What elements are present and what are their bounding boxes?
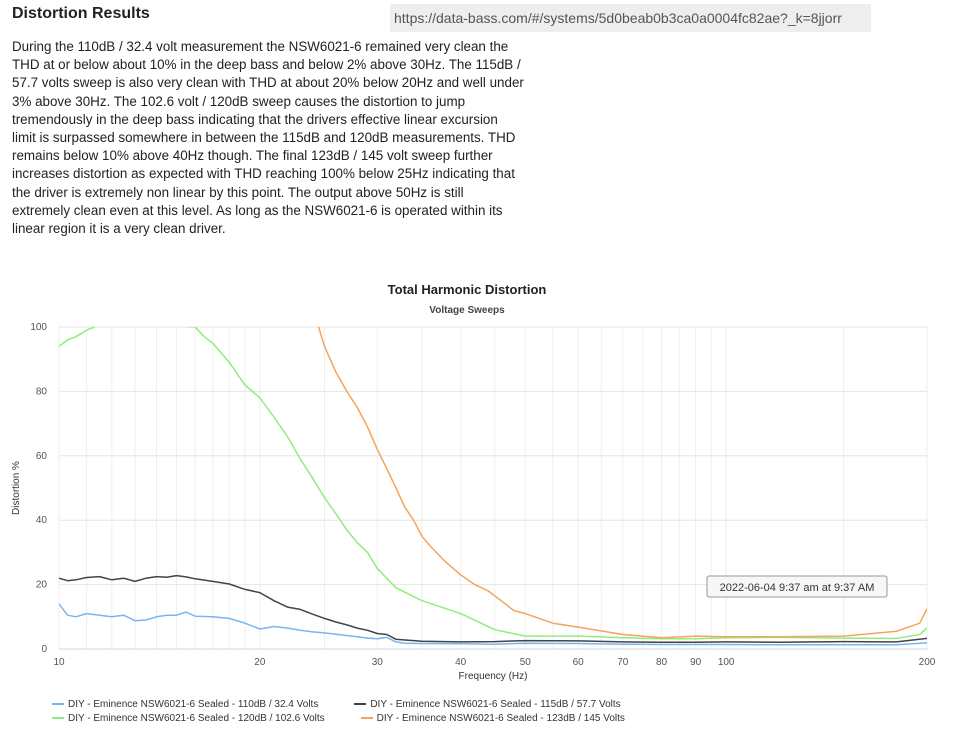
- x-tick-label: 40: [455, 657, 467, 668]
- legend-label: DIY - Eminence NSW6021-6 Sealed - 115dB …: [370, 699, 621, 710]
- plot-area-border: [58, 326, 928, 650]
- x-axis-label: Frequency (Hz): [459, 671, 528, 682]
- legend-item-3[interactable]: DIY - Eminence NSW6021-6 Sealed - 120dB …: [52, 712, 325, 726]
- legend-item-4[interactable]: DIY - Eminence NSW6021-6 Sealed - 123dB …: [360, 712, 625, 726]
- x-tick-label: 50: [520, 657, 532, 668]
- tooltip: 2022-06-04 9:37 am at 9:37 AM: [706, 575, 888, 598]
- legend-label: DIY - Eminence NSW6021-6 Sealed - 120dB …: [68, 713, 325, 724]
- x-tick-label: 30: [372, 657, 384, 668]
- section-title: Distortion Results: [12, 5, 150, 22]
- thd-chart: Total Harmonic Distortion Voltage Sweeps…: [11, 282, 936, 682]
- x-tick-label: 20: [254, 657, 266, 668]
- results-description: During the 110dB / 32.4 volt measurement…: [12, 39, 524, 237]
- series-line-1[interactable]: [59, 603, 927, 646]
- y-tick-label: 60: [36, 451, 48, 462]
- legend-swatch: [354, 703, 367, 706]
- legend-item-2[interactable]: DIY - Eminence NSW6021-6 Sealed - 115dB …: [354, 698, 621, 712]
- y-tick-label: 40: [36, 515, 48, 526]
- chart-title: Total Harmonic Distortion: [388, 282, 547, 297]
- x-tick-label: 80: [656, 657, 668, 668]
- y-tick-label: 0: [41, 644, 47, 655]
- x-tick-label: 60: [573, 657, 585, 668]
- chart-subtitle: Voltage Sweeps: [429, 305, 505, 316]
- url-bar[interactable]: https://data-bass.com/#/systems/5d0beab0…: [390, 4, 871, 32]
- y-axis-label: Distortion %: [11, 461, 22, 515]
- legend-swatch: [52, 703, 64, 706]
- tooltip-text: 2022-06-04 9:37 am at 9:37 AM: [720, 582, 875, 594]
- chart-legend: DIY - Eminence NSW6021-6 Sealed - 110dB …: [52, 698, 952, 726]
- legend-swatch: [52, 717, 64, 720]
- legend-label: DIY - Eminence NSW6021-6 Sealed - 123dB …: [376, 713, 625, 724]
- series-line-4[interactable]: [313, 311, 927, 639]
- series-line-3[interactable]: [59, 321, 927, 640]
- legend-item-1[interactable]: DIY - Eminence NSW6021-6 Sealed - 110dB …: [52, 698, 318, 712]
- y-tick-label: 20: [36, 580, 48, 591]
- x-axis-ticks: 10 20 30 40 50 60 70 80 90 100 200: [53, 657, 935, 668]
- series-lines: [59, 311, 927, 646]
- legend-label: DIY - Eminence NSW6021-6 Sealed - 110dB …: [68, 699, 319, 710]
- y-tick-label: 80: [36, 386, 48, 397]
- x-tick-label: 70: [617, 657, 629, 668]
- series-line-2[interactable]: [59, 574, 927, 643]
- y-axis-ticks: 0 20 40 60 80 100: [30, 322, 47, 655]
- x-tick-label: 90: [690, 657, 702, 668]
- legend-swatch: [360, 717, 373, 720]
- x-tick-label: 200: [919, 657, 936, 668]
- y-tick-label: 100: [30, 322, 47, 333]
- x-tick-label: 10: [53, 657, 65, 668]
- x-tick-label: 100: [718, 657, 735, 668]
- chart-grid: [58, 326, 928, 650]
